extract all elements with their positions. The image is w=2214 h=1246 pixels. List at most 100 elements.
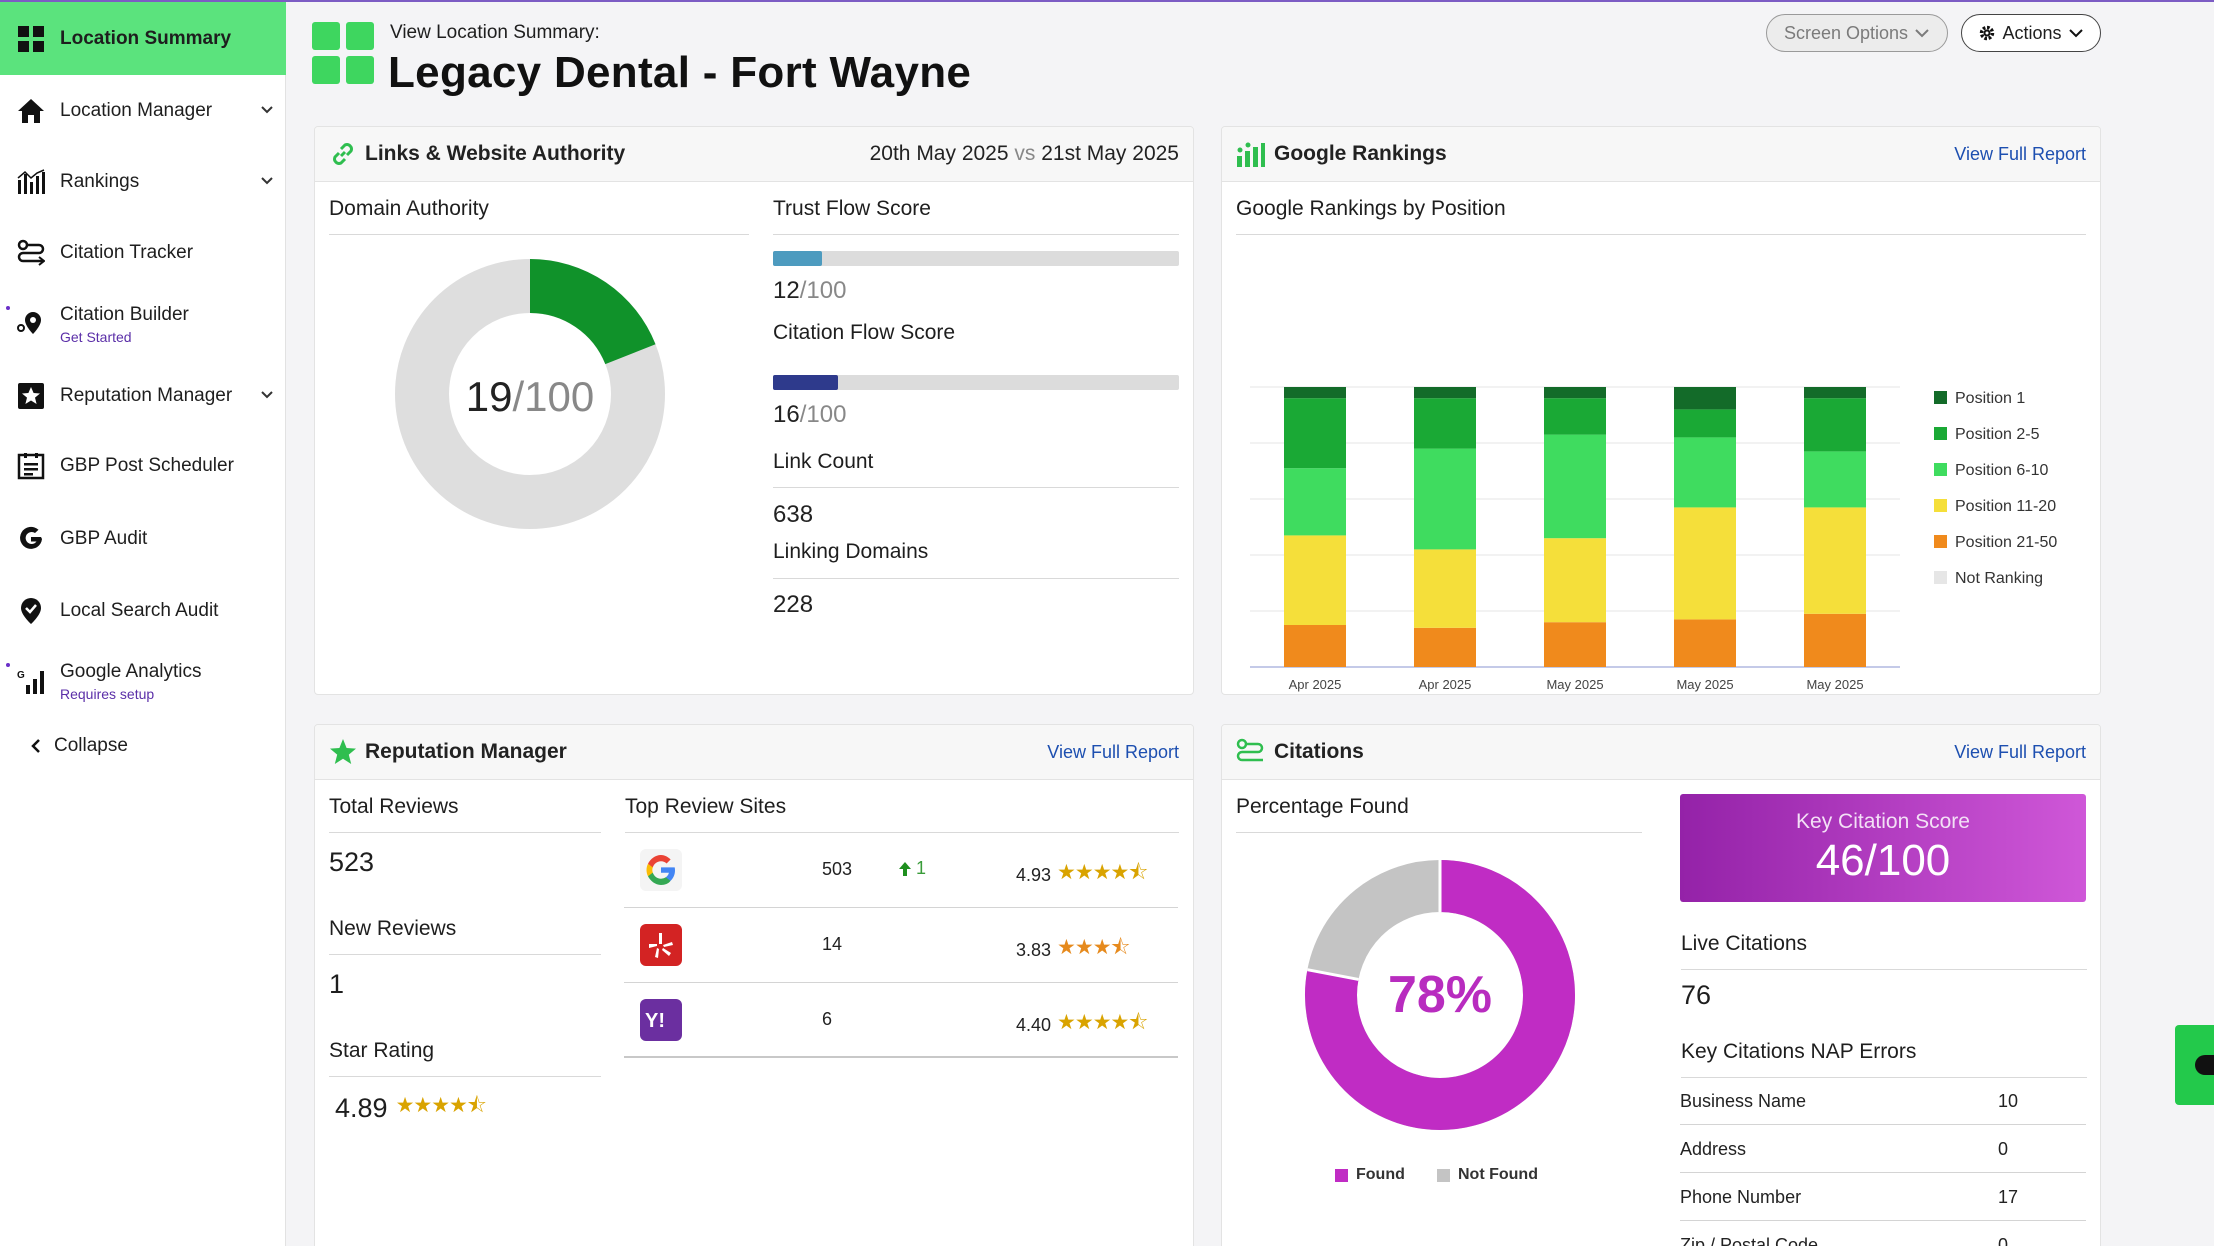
trust-flow-max: /100 [799, 277, 847, 304]
svg-text:G: G [17, 670, 25, 681]
bar-segment [1414, 387, 1476, 399]
bar-segment [1544, 622, 1606, 667]
key-citation-score-label: Key Citation Score [1796, 810, 1970, 833]
star-rating-label: Star Rating [329, 1039, 435, 1062]
star-rating-display: 4.89 ★★★★⯪ [335, 1091, 487, 1126]
new-reviews-value: 1 [329, 969, 345, 999]
legend-swatch [1934, 391, 1947, 404]
legend-swatch [1934, 499, 1947, 512]
review-site-row-yahoo[interactable]: Y! 6 4.40 ★★★★⯪ [624, 983, 1178, 1058]
nap-value: 17 [1998, 1187, 2019, 1207]
sidebar-item-sublabel[interactable]: Get Started [60, 328, 132, 345]
chevron-left-icon [31, 739, 40, 753]
linking-domains-label: Linking Domains [773, 540, 929, 563]
card-title: Links & Website Authority [365, 142, 626, 165]
legend-not-found: Not Found [1437, 1166, 1538, 1184]
review-site-row-yelp[interactable]: 14 3.83 ★★★⯪ [624, 908, 1178, 983]
star-rating-stars: ★★★★⯪ [395, 1094, 487, 1117]
sidebar-item-location-manager[interactable]: Location Manager [0, 75, 286, 147]
divider [773, 578, 1179, 579]
nap-value: 0 [1998, 1139, 2009, 1159]
card-title: Citations [1274, 740, 1364, 763]
screen-options-button[interactable]: Screen Options [1766, 14, 1948, 52]
link-count-label: Link Count [773, 450, 874, 473]
bar-segment [1414, 398, 1476, 449]
divider [329, 234, 749, 235]
nap-name: Business Name [1680, 1091, 1807, 1111]
sidebar-item-rankings[interactable]: Rankings [0, 146, 286, 218]
nap-value: 0 [1998, 1235, 2009, 1246]
nap-row: Business Name 10 [1680, 1077, 2086, 1125]
bar-segment [1804, 387, 1866, 399]
divider [329, 832, 601, 833]
page-title: Legacy Dental - Fort Wayne [388, 48, 972, 97]
site-rating-stars: ★★★★⯪ [1057, 1011, 1148, 1034]
chevron-down-icon[interactable] [260, 103, 274, 117]
domain-authority-value: 19 [465, 373, 513, 420]
divider [773, 234, 1179, 235]
sidebar-item-citation-builder[interactable]: Citation Builder Get Started [0, 288, 286, 360]
sidebar-item-label: GBP Audit [60, 528, 148, 549]
view-full-report-link[interactable]: View Full Report [1954, 144, 2086, 164]
legend-swatch [1335, 1168, 1348, 1182]
card-title: Reputation Manager [365, 740, 567, 763]
divider [1236, 234, 2086, 235]
total-reviews-value: 523 [329, 847, 375, 877]
sidebar-item-sublabel[interactable]: Requires setup [60, 685, 155, 702]
chevron-down-icon[interactable] [260, 174, 274, 188]
divider [625, 832, 1179, 833]
actions-button[interactable]: Actions [1961, 14, 2101, 52]
sidebar-item-location-summary[interactable]: Location Summary [0, 2, 286, 75]
site-rating-value: 3.83 [1016, 940, 1052, 960]
card-header: Reputation Manager View Full Report [315, 725, 1193, 780]
bar-segment [1674, 387, 1736, 410]
rankings-stacked-bar-chart: Apr 2025 Apr 2025 May 2025 May 2025 May 2025… [1250, 386, 2057, 692]
chevron-down-icon[interactable] [260, 388, 274, 402]
legend-label: Position 1 [1955, 390, 2025, 407]
legend-label: Position 6-10 [1955, 462, 2048, 479]
citation-flow-score: 16/100 [773, 401, 846, 429]
divider [329, 954, 601, 955]
view-full-report-link[interactable]: View Full Report [1954, 742, 2086, 762]
bar-segment [1414, 627, 1476, 667]
google-g-icon [16, 524, 46, 554]
feedback-side-tab[interactable] [2175, 1025, 2214, 1105]
yelp-logo-icon [640, 924, 682, 966]
map-pin-icon [16, 309, 46, 339]
nap-name: Zip / Postal Code [1680, 1235, 1819, 1246]
actions-label: Actions [2002, 22, 2062, 43]
citation-flow-value: 16 [773, 401, 800, 428]
review-site-row-google[interactable]: 503 1 4.93 ★★★★⯪ [624, 833, 1178, 908]
date-from: 20th May 2025 [869, 142, 1009, 165]
star-box-icon [16, 381, 46, 411]
nap-row: Address 0 [1680, 1125, 2086, 1173]
legend-swatch [1934, 463, 1947, 476]
sidebar-item-label: Citation Builder [60, 303, 189, 325]
bar-segment [1284, 387, 1346, 399]
screen-options-label: Screen Options [1783, 22, 1909, 43]
sidebar-item-local-search-audit[interactable]: Local Search Audit [0, 575, 286, 647]
citation-flow-label: Citation Flow Score [773, 321, 956, 344]
bar-segment [1674, 409, 1736, 438]
x-tick-label: Apr 2025 [1289, 677, 1342, 692]
google-logo-icon [640, 849, 682, 891]
sidebar-item-google-analytics[interactable]: G Google Analytics Requires setup [0, 645, 286, 717]
sidebar-item-gbp-audit[interactable]: GBP Audit [0, 503, 286, 575]
route-icon [16, 238, 46, 268]
legend-found: Found [1335, 1166, 1405, 1184]
trust-flow-bar-fill [773, 251, 822, 266]
star-icon [330, 739, 356, 764]
sidebar-item-citation-tracker[interactable]: Citation Tracker [0, 217, 286, 289]
view-full-report-link[interactable]: View Full Report [1047, 742, 1179, 762]
sidebar-item-gbp-post-scheduler[interactable]: GBP Post Scheduler [0, 430, 286, 502]
bar-chart-icon [16, 167, 46, 197]
chevron-down-icon [2068, 29, 2083, 38]
collapse-button[interactable]: Collapse [28, 735, 128, 757]
site-rating-value: 4.40 [1016, 1015, 1052, 1035]
rankings-chart-icon [1237, 142, 1265, 167]
site-rating-stars: ★★★★⯪ [1057, 861, 1148, 884]
sidebar-item-reputation-manager[interactable]: Reputation Manager [0, 360, 286, 432]
google-rankings-card: Google Rankings View Full Report Google … [1221, 126, 2101, 695]
nap-row: Zip / Postal Code 0 [1680, 1221, 2086, 1246]
analytics-icon: G [16, 666, 46, 696]
